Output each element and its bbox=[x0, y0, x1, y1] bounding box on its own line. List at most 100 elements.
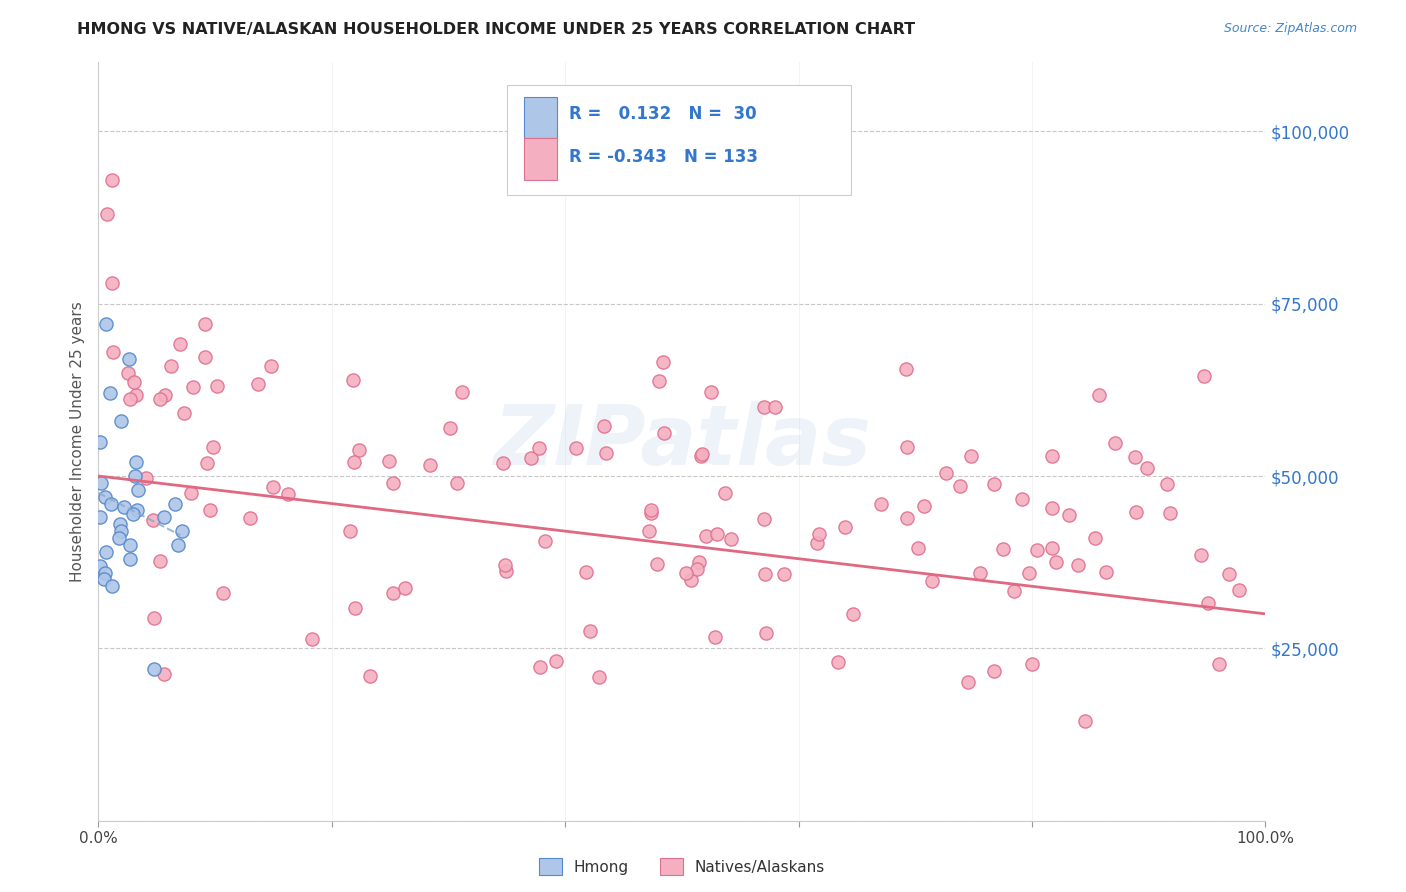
Point bbox=[419, 458, 441, 472]
Point bbox=[101, 276, 124, 290]
Point bbox=[125, 387, 148, 401]
Point bbox=[842, 607, 865, 622]
Point bbox=[534, 534, 557, 549]
Point bbox=[688, 555, 710, 569]
Point bbox=[89, 510, 111, 524]
Point bbox=[180, 486, 202, 500]
Point bbox=[142, 513, 165, 527]
Point bbox=[101, 345, 124, 359]
Point bbox=[648, 374, 671, 388]
Point bbox=[959, 449, 981, 463]
Point bbox=[122, 375, 145, 389]
Point bbox=[834, 520, 856, 534]
Point bbox=[197, 456, 219, 470]
Point bbox=[108, 531, 131, 545]
Point bbox=[1156, 477, 1178, 491]
Bar bbox=[524, 96, 557, 138]
Point bbox=[439, 421, 461, 435]
Point bbox=[94, 490, 117, 504]
Point bbox=[239, 511, 262, 525]
Point bbox=[394, 581, 416, 595]
Point bbox=[983, 664, 1005, 678]
Point bbox=[1018, 566, 1040, 581]
Point bbox=[1084, 531, 1107, 545]
Point bbox=[907, 541, 929, 556]
Point bbox=[579, 624, 602, 639]
Point bbox=[1218, 566, 1240, 581]
Point bbox=[772, 567, 794, 582]
Text: ZIPatlas: ZIPatlas bbox=[494, 401, 870, 482]
Point bbox=[198, 503, 221, 517]
Point bbox=[211, 586, 233, 600]
Point bbox=[1021, 657, 1043, 671]
Point bbox=[714, 486, 737, 500]
Point bbox=[110, 517, 132, 532]
Point bbox=[827, 655, 849, 669]
Point bbox=[1040, 500, 1063, 515]
Point bbox=[96, 207, 118, 221]
Point bbox=[149, 392, 172, 407]
Point bbox=[565, 441, 588, 455]
Point bbox=[519, 450, 541, 465]
Point bbox=[100, 497, 122, 511]
Point bbox=[1074, 714, 1097, 728]
Point bbox=[93, 573, 115, 587]
Point bbox=[1040, 449, 1063, 463]
Point bbox=[1011, 492, 1033, 507]
Point bbox=[183, 379, 205, 393]
Point bbox=[173, 406, 195, 420]
Point bbox=[1040, 541, 1063, 555]
Point bbox=[277, 487, 299, 501]
Point bbox=[690, 449, 713, 463]
Point bbox=[595, 446, 617, 460]
Point bbox=[1197, 596, 1219, 610]
Point bbox=[246, 377, 269, 392]
Point bbox=[163, 497, 186, 511]
Point bbox=[451, 385, 474, 400]
Point bbox=[894, 362, 917, 376]
Point bbox=[993, 541, 1015, 556]
Point bbox=[686, 562, 709, 576]
Point bbox=[94, 318, 117, 332]
Point bbox=[870, 497, 893, 511]
Point bbox=[529, 441, 551, 455]
Point bbox=[89, 434, 111, 449]
Text: HMONG VS NATIVE/ALASKAN HOUSEHOLDER INCOME UNDER 25 YEARS CORRELATION CHART: HMONG VS NATIVE/ALASKAN HOUSEHOLDER INCO… bbox=[77, 22, 915, 37]
Point bbox=[720, 532, 742, 546]
Text: R =   0.132   N =  30: R = 0.132 N = 30 bbox=[568, 105, 756, 123]
Point bbox=[166, 538, 188, 552]
Point bbox=[89, 558, 111, 573]
Point bbox=[301, 632, 323, 647]
Point bbox=[1095, 566, 1118, 580]
Point bbox=[494, 558, 516, 572]
Point bbox=[544, 654, 567, 668]
Point bbox=[1194, 368, 1216, 383]
FancyBboxPatch shape bbox=[508, 85, 851, 195]
Point bbox=[205, 379, 228, 393]
Point bbox=[640, 506, 662, 520]
Point bbox=[347, 442, 370, 457]
Point bbox=[342, 373, 364, 387]
Point bbox=[638, 524, 661, 538]
Point bbox=[695, 529, 717, 543]
Point bbox=[1125, 505, 1147, 519]
Point bbox=[752, 512, 775, 526]
Point bbox=[118, 392, 141, 406]
Point bbox=[201, 440, 224, 454]
Point bbox=[640, 503, 662, 517]
Point bbox=[1227, 583, 1250, 598]
Point bbox=[125, 503, 148, 517]
Point bbox=[983, 477, 1005, 491]
Point bbox=[260, 359, 283, 373]
Point bbox=[806, 536, 828, 550]
Point bbox=[1191, 548, 1213, 562]
Point bbox=[1045, 555, 1067, 569]
Point bbox=[339, 524, 361, 538]
Legend: Hmong, Natives/Alaskans: Hmong, Natives/Alaskans bbox=[533, 853, 831, 881]
Point bbox=[754, 400, 776, 414]
Point bbox=[382, 586, 405, 600]
Point bbox=[110, 414, 132, 428]
Point bbox=[94, 566, 117, 580]
Point bbox=[1066, 558, 1088, 572]
Point bbox=[949, 478, 972, 492]
